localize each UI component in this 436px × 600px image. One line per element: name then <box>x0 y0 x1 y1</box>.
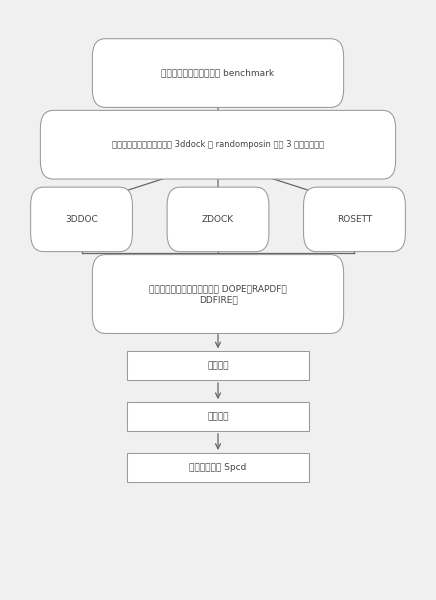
Text: 从蛋白质对接数据库下载 benchmark: 从蛋白质对接数据库下载 benchmark <box>161 68 275 77</box>
FancyBboxPatch shape <box>31 187 133 251</box>
FancyBboxPatch shape <box>92 39 344 107</box>
Text: 初次打分函数筛选（分别使用 DOPE、RAPDF、
DDFIRE）: 初次打分函数筛选（分别使用 DOPE、RAPDF、 DDFIRE） <box>149 284 287 304</box>
Text: 3DDOC: 3DDOC <box>65 215 98 224</box>
FancyBboxPatch shape <box>92 254 344 334</box>
FancyBboxPatch shape <box>41 110 395 179</box>
Text: 聚类分析: 聚类分析 <box>207 412 229 421</box>
Text: ROSETT: ROSETT <box>337 215 372 224</box>
Text: ZDOCK: ZDOCK <box>202 215 234 224</box>
FancyBboxPatch shape <box>127 453 309 482</box>
FancyBboxPatch shape <box>127 352 309 380</box>
Text: 二次对接: 二次对接 <box>207 361 229 370</box>
Text: 二次打分筛选 Spcd: 二次打分筛选 Spcd <box>189 463 247 472</box>
FancyBboxPatch shape <box>167 187 269 251</box>
Text: 全局采样（每对蛋白质使用 3ddock 中 randomposin 产生 3 种随机结构）: 全局采样（每对蛋白质使用 3ddock 中 randomposin 产生 3 种… <box>112 140 324 149</box>
FancyBboxPatch shape <box>303 187 405 251</box>
FancyBboxPatch shape <box>127 402 309 431</box>
